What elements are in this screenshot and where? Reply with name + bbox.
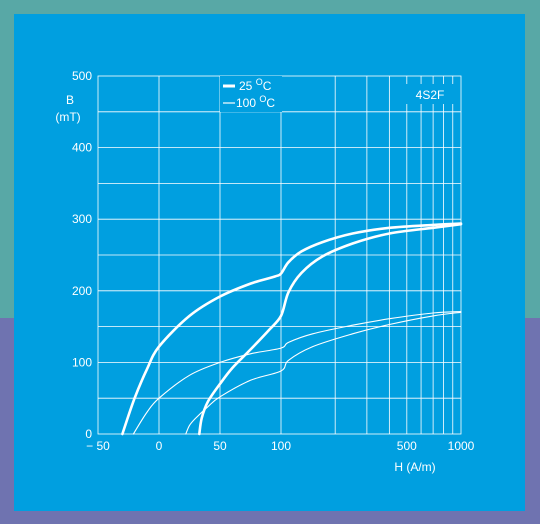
legend-label-100c: 100 OC — [236, 94, 275, 110]
grid — [97, 75, 462, 435]
x-axis-label: H (A/m) — [394, 460, 435, 474]
legend-label-25c: 25 OC — [239, 77, 272, 93]
y-axis-label-unit: (mT) — [55, 110, 80, 124]
curve-100c-descending — [132, 311, 462, 435]
x-tick-label: − 50 — [86, 439, 110, 453]
y-axis-label-symbol: B — [66, 93, 74, 107]
legend: 25 OC 100 OC — [220, 76, 282, 112]
x-tick-label: 50 — [213, 439, 227, 453]
y-tick-label: 100 — [72, 355, 92, 369]
x-tick-label: 0 — [156, 439, 163, 453]
curve-100c-ascending — [185, 311, 462, 435]
y-tick-label: 500 — [72, 69, 92, 83]
curves — [121, 222, 463, 436]
x-tick-label: 100 — [271, 439, 291, 453]
y-tick-label: 300 — [72, 212, 92, 226]
curve-25c-descending — [121, 222, 463, 436]
x-tick-label: 500 — [397, 439, 417, 453]
curve-25c-ascending — [198, 222, 463, 436]
title-box: 4S2F — [406, 84, 454, 104]
y-tick-label: 200 — [72, 284, 92, 298]
chart-title: 4S2F — [416, 88, 445, 102]
y-tick-label: 400 — [72, 141, 92, 155]
x-tick-label: 1000 — [448, 439, 475, 453]
y-tick-label: 0 — [85, 427, 92, 441]
